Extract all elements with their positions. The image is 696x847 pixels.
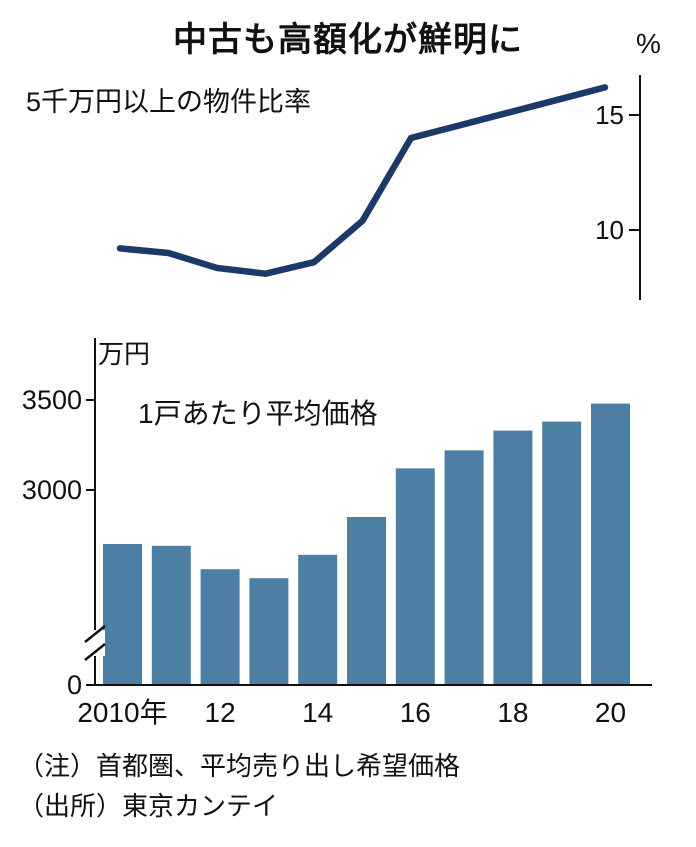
x-tick-label: 2010年	[77, 697, 167, 728]
bar	[444, 450, 484, 685]
line-series	[116, 84, 609, 277]
bar	[103, 544, 142, 685]
x-tick-label: 20	[595, 697, 626, 728]
bar	[151, 545, 191, 685]
axis-break-mark	[84, 625, 106, 643]
y-tick-label: 15	[595, 100, 624, 130]
y-tick-label: 10	[595, 215, 624, 245]
x-tick-label: 16	[400, 697, 431, 728]
bar	[395, 468, 435, 685]
line-chart-unit-label: %	[636, 28, 661, 59]
line-chart-title: 5千万円以上の物件比率	[26, 87, 312, 117]
x-tick-label: 14	[302, 697, 333, 728]
bar	[249, 578, 289, 685]
bar-chart-title: 1戸あたり平均価格	[138, 398, 378, 429]
y-tick-label: 3000	[22, 475, 82, 505]
bar	[591, 403, 630, 685]
x-tick-label: 12	[205, 697, 236, 728]
bar-chart-unit-label: 万円	[98, 339, 151, 369]
bar	[542, 421, 582, 685]
x-tick-label: 18	[497, 697, 528, 728]
note-source-note: （注）首都圏、平均売り出し希望価格	[18, 751, 461, 781]
y-tick-label: 0	[67, 670, 82, 700]
axis-break-mark	[84, 643, 106, 661]
note-source: （出所）東京カンテイ	[18, 791, 279, 821]
y-tick-label: 3500	[22, 385, 82, 415]
bar	[200, 569, 240, 685]
bar	[298, 554, 338, 685]
bar	[493, 430, 533, 685]
figure-title: 中古も高額化が鮮明に	[173, 21, 523, 59]
bar	[347, 517, 386, 685]
